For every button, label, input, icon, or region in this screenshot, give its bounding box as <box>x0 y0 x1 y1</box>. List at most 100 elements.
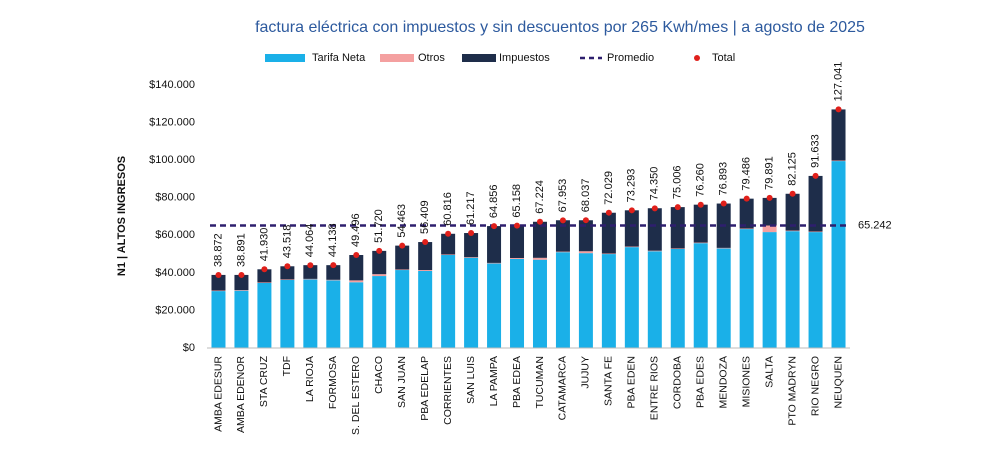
x-tick-label: SALTA <box>763 356 775 388</box>
bar-segment <box>532 259 547 348</box>
x-tick-label: PTO MADRYN <box>786 356 798 426</box>
bar-segment <box>487 226 502 263</box>
data-label: 79.486 <box>741 157 753 191</box>
total-dot <box>743 195 750 202</box>
bar-segment <box>211 274 226 291</box>
bar-segment <box>601 254 616 348</box>
legend-swatch <box>694 55 700 61</box>
bar-segment <box>808 231 823 233</box>
x-tick-label: CORRIENTES <box>442 356 454 425</box>
bar-segment <box>555 252 570 348</box>
bar-segment <box>211 291 226 348</box>
bar-segment <box>326 279 341 281</box>
bar-segment <box>693 204 708 243</box>
x-tick-label: MENDOZA <box>717 356 729 409</box>
bar-segment <box>418 270 433 348</box>
bar-segment <box>418 270 433 271</box>
x-tick-label: CATAMARCA <box>557 356 569 420</box>
x-tick-label: STA CRUZ <box>258 355 270 407</box>
bar-segment <box>257 282 272 284</box>
bar-segment <box>372 274 387 277</box>
x-tick-label: ENTRE RIOS <box>649 356 661 420</box>
bar-segment <box>578 251 593 254</box>
x-tick-label: AMBA EDENOR <box>235 356 247 433</box>
y-tick-label: $40.000 <box>155 267 195 279</box>
y-tick-label: $0 <box>183 342 195 354</box>
y-tick-label: $140.000 <box>149 79 195 91</box>
x-tick-label: PBA EDES <box>695 356 707 408</box>
legend-label: Tarifa Neta <box>312 52 366 64</box>
total-dot <box>238 271 245 278</box>
total-dot <box>399 242 406 249</box>
bar-segment <box>441 255 456 348</box>
total-dot <box>330 262 337 269</box>
legend-label: Impuestos <box>499 52 550 64</box>
bar-segment <box>555 220 570 252</box>
bar-segment <box>326 280 341 348</box>
data-label: 67.953 <box>557 179 569 213</box>
average-label: 65.242 <box>858 219 892 231</box>
x-tick-label: LA RIOJA <box>304 356 316 402</box>
bar-segment <box>372 276 387 348</box>
data-label: 68.037 <box>580 179 592 213</box>
bar-segment <box>693 243 708 348</box>
x-tick-label: SAN JUAN <box>396 356 408 408</box>
bar-segment <box>624 210 639 247</box>
data-label: 74.350 <box>649 167 661 201</box>
x-tick-label: PBA EDEA <box>511 356 523 408</box>
bar-segment <box>601 253 616 255</box>
y-axis-label: N1 | ALTOS INGRESOS <box>116 156 128 276</box>
bar-segment <box>831 109 846 161</box>
x-tick-label: CORDOBA <box>672 356 684 409</box>
total-dot <box>376 247 383 254</box>
total-dot <box>307 262 314 269</box>
bar-segment <box>510 258 525 259</box>
x-tick-label: JUJUY <box>580 356 592 389</box>
bar-segment <box>280 279 295 348</box>
bar-segment <box>257 283 272 348</box>
bar-segment <box>349 255 364 281</box>
y-tick-label: $100.000 <box>149 154 195 166</box>
data-label: 76.260 <box>695 163 707 197</box>
data-label: 43.518 <box>281 225 293 259</box>
bar-segment <box>395 245 410 270</box>
bar-segment <box>647 250 662 252</box>
bar-segment <box>441 254 456 256</box>
total-dot <box>605 209 612 216</box>
data-label: 38.891 <box>235 233 247 267</box>
data-label: 64.856 <box>488 185 500 219</box>
total-dot <box>674 204 681 211</box>
bar-segment <box>716 247 731 249</box>
data-label: 44.064 <box>304 224 316 258</box>
x-tick-label: RIO NEGRO <box>809 356 821 416</box>
bar-segment <box>487 263 502 348</box>
total-dot <box>422 239 429 246</box>
chart-title: factura eléctrica con impuestos y sin de… <box>255 19 865 36</box>
bar-segment <box>510 258 525 348</box>
data-label: 73.293 <box>626 169 638 203</box>
bar-segment <box>624 247 639 348</box>
bar-segment <box>303 279 318 348</box>
total-dot <box>468 229 475 236</box>
x-tick-label: SANTA FE <box>603 356 615 406</box>
data-label: 56.409 <box>419 200 431 234</box>
y-tick-label: $80.000 <box>155 192 195 204</box>
total-dot <box>559 217 566 224</box>
x-tick-label: S. DEL ESTERO <box>350 356 362 435</box>
data-label: 76.893 <box>718 162 730 196</box>
bar-segment <box>670 207 685 249</box>
bar-segment <box>464 233 479 258</box>
bar-segment <box>762 232 777 348</box>
data-label: 60.816 <box>442 192 454 226</box>
total-dot <box>697 201 704 208</box>
legend-swatch <box>462 54 496 62</box>
x-tick-label: NEUQUEN <box>832 356 844 409</box>
x-tick-label: SAN LUIS <box>465 356 477 404</box>
bar-segment <box>739 228 754 230</box>
bar-segment <box>303 278 318 280</box>
x-tick-label: CHACO <box>373 356 385 394</box>
bar-segment <box>716 248 731 348</box>
data-label: 75.006 <box>672 165 684 199</box>
data-label: 61.217 <box>465 191 477 225</box>
bar-segment <box>303 265 318 279</box>
